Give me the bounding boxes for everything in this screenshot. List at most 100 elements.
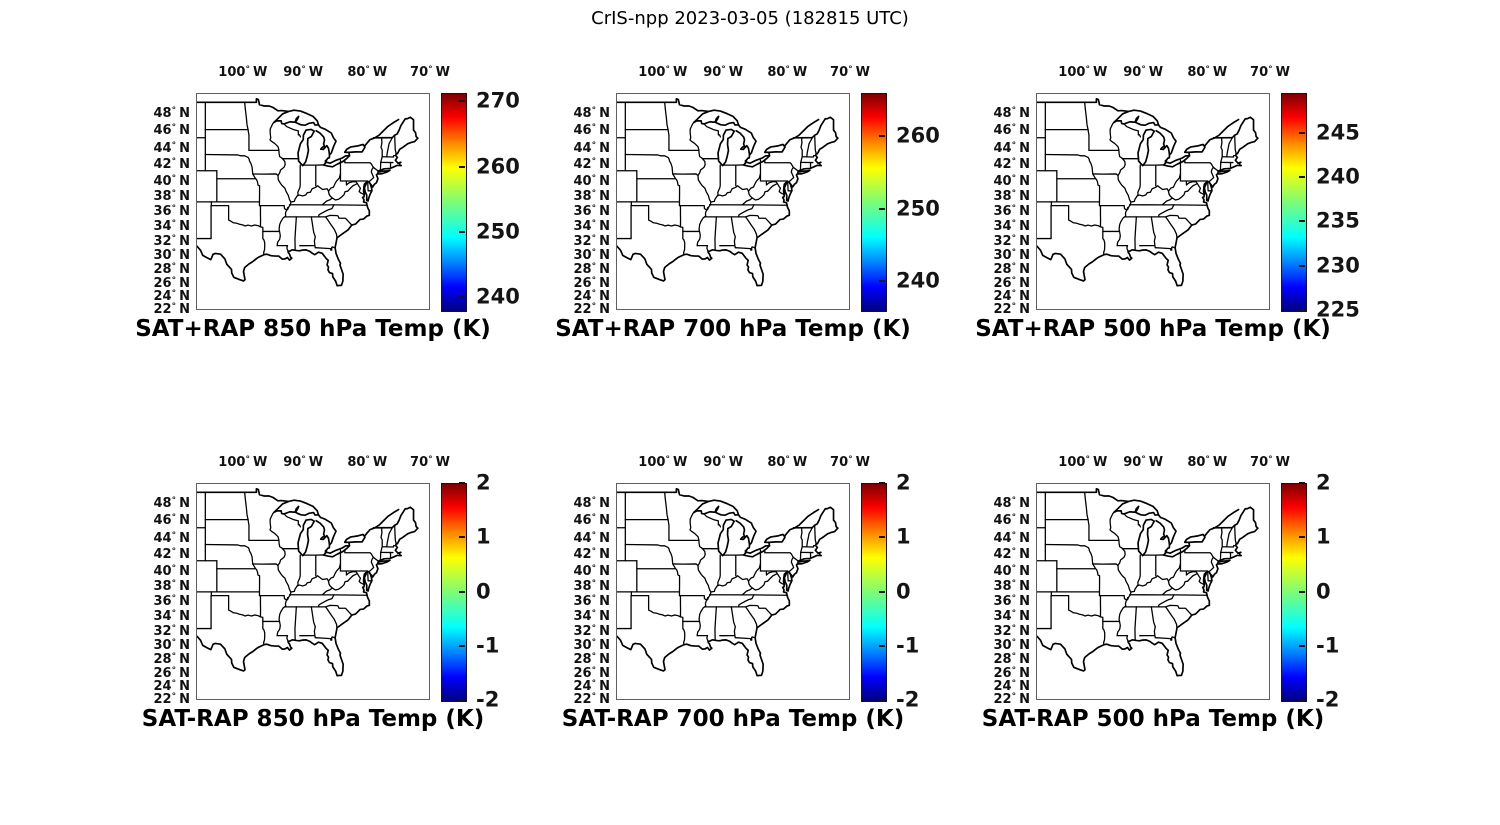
lat-tick-label: 32° N — [993, 233, 1030, 249]
degree-symbol: ° — [1011, 665, 1017, 676]
lat-tick-label: 42° N — [153, 547, 190, 563]
degree-symbol: ° — [1085, 455, 1090, 465]
degree-symbol: ° — [1205, 455, 1210, 465]
colorbar-tick-label: 0 — [896, 579, 911, 603]
lat-tick-label: 24° N — [573, 679, 610, 695]
colorbar-tick-label: 2 — [896, 470, 911, 495]
lon-tick-label: 70° W — [830, 65, 870, 80]
degree-symbol: ° — [171, 623, 177, 634]
lat-tick-label: 32° N — [153, 233, 190, 249]
colorbar-tick-label: 1 — [476, 524, 491, 549]
us-basemap — [197, 488, 419, 677]
lat-tick-label: 28° N — [573, 262, 610, 278]
us-basemap — [1037, 488, 1259, 677]
us-basemap — [617, 98, 839, 287]
colorbar-tick-label: 0 — [1316, 579, 1331, 603]
degree-symbol: ° — [848, 455, 853, 465]
colorbar-tick-label: 1 — [1316, 524, 1331, 549]
degree-symbol: ° — [171, 692, 177, 703]
lat-tick-label: 48° N — [993, 495, 1030, 511]
degree-symbol: ° — [591, 547, 597, 558]
lat-tick-label: 36° N — [993, 204, 1030, 220]
degree-symbol: ° — [1011, 638, 1017, 649]
lat-tick-label: 30° N — [993, 638, 1030, 654]
degree-symbol: ° — [591, 665, 597, 676]
degree-symbol: ° — [171, 609, 177, 620]
degree-symbol: ° — [171, 289, 177, 300]
lat-tick-label: 32° N — [573, 623, 610, 639]
degree-symbol: ° — [428, 65, 433, 75]
lat-tick-label: 44° N — [153, 140, 190, 156]
panel-sat-plus-rap-500: 100° W 90° W 80° W 70° W 48° N 46° N 44° N 42° N 40° N 38… — [966, 55, 1366, 355]
lat-tick-label: 26° N — [993, 275, 1030, 291]
lon-tick-label: 90° W — [703, 455, 744, 470]
map-frame — [196, 93, 430, 310]
degree-symbol: ° — [171, 189, 177, 200]
degree-symbol: ° — [1011, 513, 1017, 524]
colorbar-tick-label: 230 — [1316, 253, 1360, 278]
lat-tick-label: 34° N — [993, 609, 1030, 625]
colorbar-tick-label: 250 — [896, 196, 940, 221]
lat-tick-label: 38° N — [573, 579, 610, 595]
degree-symbol: ° — [1011, 302, 1017, 313]
lat-tick-label: 38° N — [993, 579, 1030, 595]
degree-symbol: ° — [171, 495, 177, 506]
degree-symbol: ° — [665, 455, 670, 465]
lon-tick-label: 80° W — [347, 65, 388, 80]
degree-symbol: ° — [591, 513, 597, 524]
lat-tick-label: 46° N — [993, 513, 1030, 529]
degree-symbol: ° — [591, 495, 597, 506]
lat-tick-label: 28° N — [153, 652, 190, 668]
lat-tick-label: 34° N — [573, 609, 610, 625]
lat-tick-label: 46° N — [573, 513, 610, 529]
degree-symbol: ° — [171, 579, 177, 590]
colorbar-tick-label: 2 — [1316, 470, 1331, 495]
lat-tick-label: 36° N — [993, 594, 1030, 610]
lat-tick-label: 38° N — [153, 189, 190, 205]
lat-tick-label: 26° N — [573, 275, 610, 291]
lat-tick-label: 40° N — [993, 173, 1030, 189]
lon-tick-label: 80° W — [767, 455, 808, 470]
lat-tick-label: 22° N — [993, 692, 1030, 708]
degree-symbol: ° — [171, 638, 177, 649]
panel-title: SAT-RAP 700 hPa Temp (K) — [561, 706, 905, 732]
lat-tick-label: 32° N — [993, 623, 1030, 639]
lat-tick-label: 28° N — [993, 652, 1030, 668]
lon-tick-label: 100° W — [638, 65, 688, 80]
degree-symbol: ° — [171, 105, 177, 116]
us-basemap — [617, 488, 839, 677]
colorbar — [861, 93, 887, 312]
colorbar-tick-label: 260 — [896, 123, 940, 148]
lat-tick-label: 34° N — [153, 609, 190, 625]
lat-tick-label: 44° N — [153, 530, 190, 546]
lon-tick-label: 70° W — [410, 455, 450, 470]
lat-tick-label: 28° N — [153, 262, 190, 278]
lat-tick-label: 36° N — [573, 594, 610, 610]
degree-symbol: ° — [591, 219, 597, 230]
degree-symbol: ° — [591, 563, 597, 574]
degree-symbol: ° — [428, 455, 433, 465]
degree-symbol: ° — [848, 65, 853, 75]
lon-tick-label: 90° W — [1123, 65, 1164, 80]
map-frame — [616, 483, 850, 700]
colorbar-tick-label: 240 — [1316, 164, 1360, 189]
lat-tick-label: 42° N — [573, 157, 610, 173]
degree-symbol: ° — [1011, 219, 1017, 230]
degree-symbol: ° — [301, 65, 306, 75]
degree-symbol: ° — [1011, 289, 1017, 300]
colorbar-tick-label: 235 — [1316, 208, 1360, 233]
panel-sat-minus-rap-500: 100° W 90° W 80° W 70° W 48° N 46° N 44° N 42° N 40° N 38… — [966, 445, 1366, 745]
lat-tick-label: 32° N — [573, 233, 610, 249]
lat-tick-label: 38° N — [153, 579, 190, 595]
lat-tick-label: 36° N — [153, 594, 190, 610]
degree-symbol: ° — [591, 275, 597, 286]
lat-tick-label: 42° N — [993, 157, 1030, 173]
degree-symbol: ° — [1011, 609, 1017, 620]
colorbar-tick-label: -1 — [1316, 633, 1340, 658]
degree-symbol: ° — [591, 189, 597, 200]
lon-tick-label: 80° W — [1187, 65, 1228, 80]
degree-symbol: ° — [1011, 248, 1017, 259]
degree-symbol: ° — [1011, 189, 1017, 200]
degree-symbol: ° — [591, 692, 597, 703]
